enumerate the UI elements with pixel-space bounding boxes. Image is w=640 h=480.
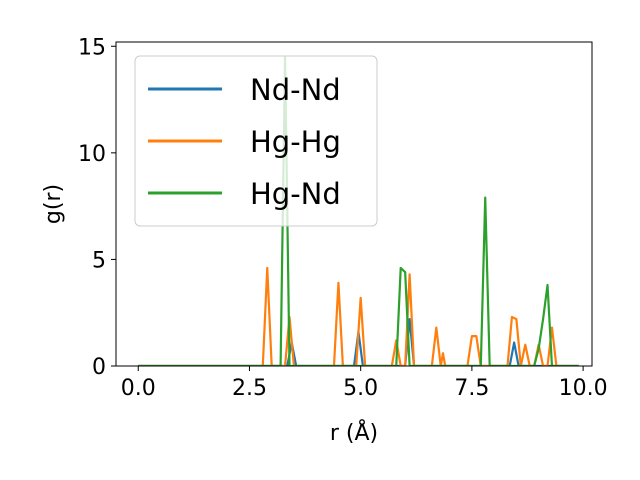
y-tick-label: 0 — [92, 355, 106, 380]
legend-entry-label: Nd-Nd — [250, 73, 341, 107]
axes-frame — [115, 41, 593, 367]
series-line-hg-hg — [138, 266, 579, 366]
series-layer — [138, 55, 579, 366]
y-axis-ticks: 0 5 10 15 — [78, 35, 116, 380]
y-tick-label: 5 — [92, 248, 106, 273]
y-tick-label: 10 — [78, 142, 106, 167]
legend-box — [134, 55, 378, 227]
legend-entry-label: Hg-Nd — [250, 177, 341, 211]
y-axis-label: g(r) — [41, 184, 66, 224]
x-axis-label: r (Å) — [330, 419, 378, 446]
x-tick-label: 7.5 — [454, 376, 489, 401]
y-tick-label: 15 — [78, 35, 106, 60]
axes-border — [115, 41, 593, 367]
x-tick-label: 0.0 — [121, 376, 156, 401]
x-tick-label: 2.5 — [232, 376, 267, 401]
x-tick-label: 5.0 — [343, 376, 378, 401]
x-tick-label: 10.0 — [559, 376, 608, 401]
legend: Nd-Nd Hg-Hg Hg-Nd — [134, 55, 378, 227]
x-axis-ticks: 0.0 2.5 5.0 7.5 10.0 — [121, 366, 608, 401]
legend-entry-label: Hg-Hg — [250, 125, 341, 159]
series-line-hg-nd — [138, 55, 579, 366]
